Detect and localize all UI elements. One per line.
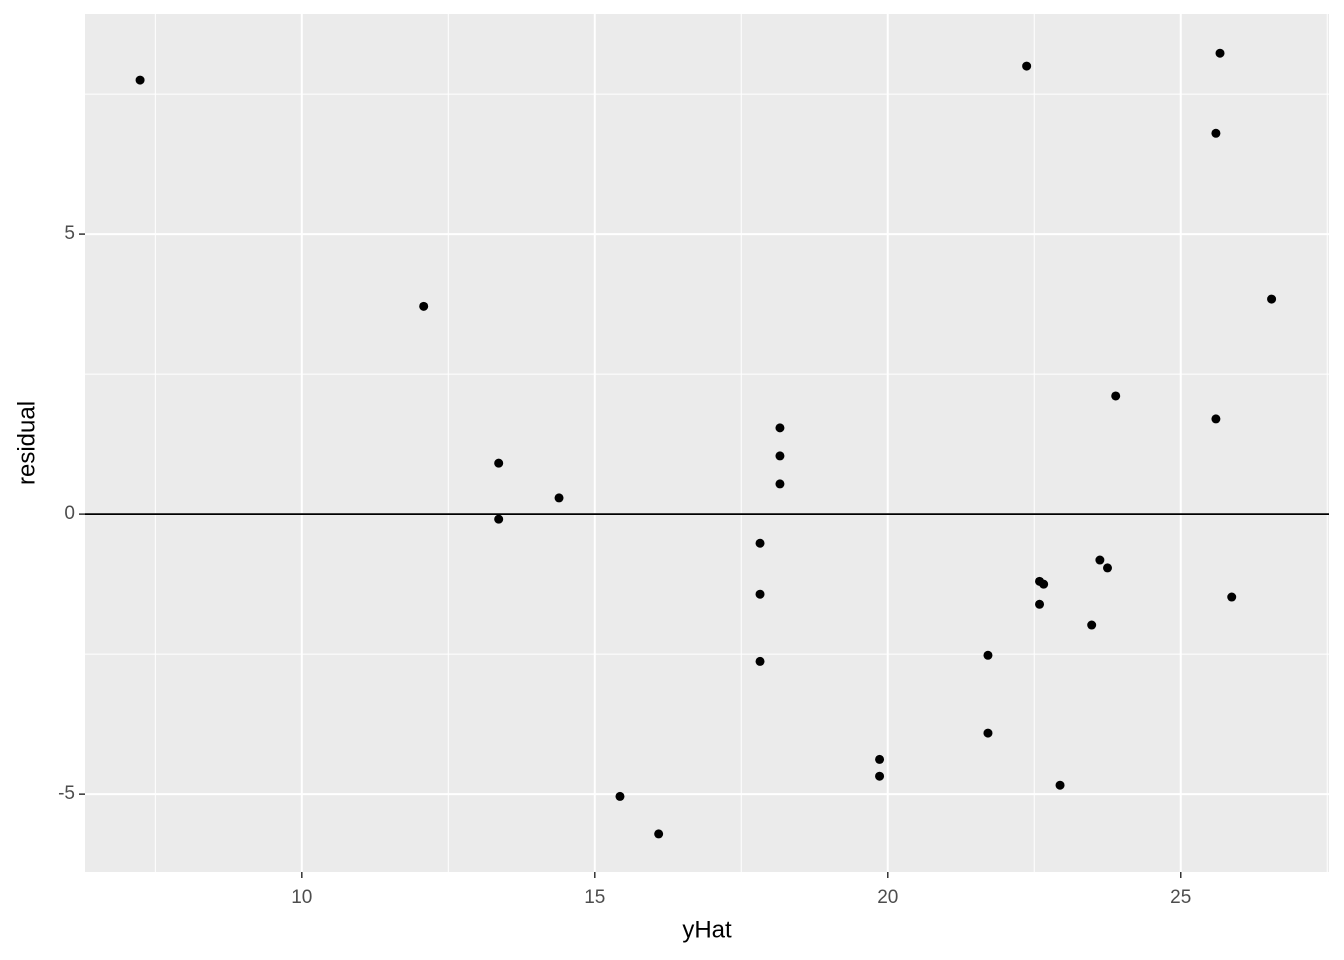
point xyxy=(1035,599,1045,609)
point xyxy=(1215,48,1225,58)
panel xyxy=(85,14,1329,872)
point xyxy=(1211,414,1221,424)
point xyxy=(419,301,429,311)
point xyxy=(1039,579,1049,589)
x-axis-title: yHat xyxy=(682,916,732,943)
point xyxy=(1022,61,1032,71)
point xyxy=(775,479,785,489)
point xyxy=(875,771,885,781)
point xyxy=(1111,391,1121,401)
point xyxy=(1103,563,1113,573)
point xyxy=(654,829,664,839)
x-tick-label: 25 xyxy=(1170,887,1191,908)
x-tick-label: 10 xyxy=(291,887,312,908)
point xyxy=(755,589,765,599)
point xyxy=(1087,620,1097,630)
point xyxy=(1095,555,1105,565)
point xyxy=(755,538,765,548)
point xyxy=(1227,592,1237,602)
y-tick-label: -5 xyxy=(58,783,75,804)
x-tick-label: 20 xyxy=(877,887,898,908)
point xyxy=(775,451,785,461)
point xyxy=(983,728,993,738)
x-tick-label: 15 xyxy=(584,887,605,908)
point xyxy=(494,514,504,524)
point xyxy=(615,791,625,801)
y-axis-title: residual xyxy=(13,401,40,485)
point xyxy=(1211,128,1221,138)
y-tick-label: 5 xyxy=(64,223,75,244)
point xyxy=(135,75,145,85)
point xyxy=(494,458,504,468)
point xyxy=(1055,780,1065,790)
point xyxy=(775,423,785,433)
point xyxy=(875,754,885,764)
y-tick-label: 0 xyxy=(64,503,75,524)
point xyxy=(983,650,993,660)
point xyxy=(554,493,564,503)
point xyxy=(755,656,765,666)
point xyxy=(1267,294,1277,304)
